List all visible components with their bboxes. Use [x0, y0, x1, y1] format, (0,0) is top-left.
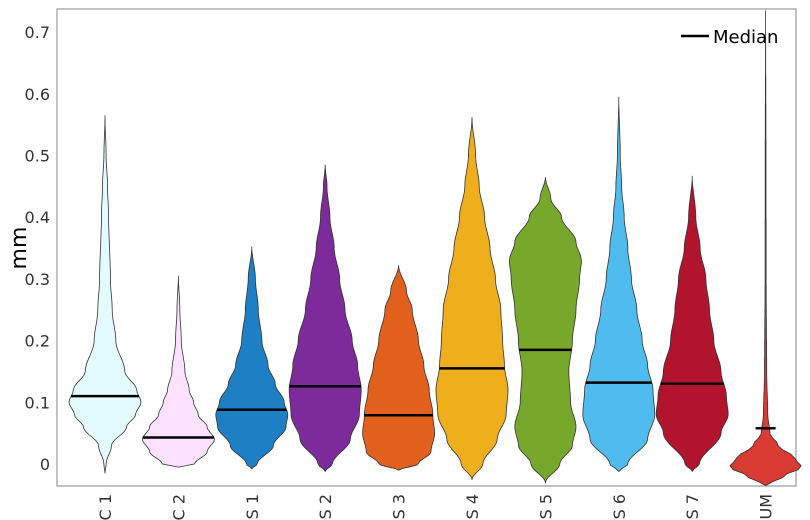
y-axis-title: mm: [7, 227, 32, 270]
x-tick-label: S 1: [243, 494, 262, 519]
y-tick-label: 0.5: [25, 147, 50, 166]
violin-um: [729, 10, 802, 487]
violin-s1: [215, 246, 289, 470]
x-tick-label: C 1: [96, 494, 115, 520]
y-tick-label: 0.1: [25, 393, 50, 412]
x-tick-label: S 3: [390, 494, 409, 519]
y-tick-label: 0.3: [25, 270, 50, 289]
y-tick-label: 0: [40, 455, 50, 474]
violin-c1: [68, 115, 142, 474]
violin-s5: [508, 177, 582, 484]
x-tick-label: UM: [757, 494, 776, 520]
y-tick-label: 0.6: [25, 85, 50, 104]
violin-s2: [288, 164, 362, 473]
violin-layer: [68, 10, 802, 487]
x-tick-label: S 2: [316, 494, 335, 519]
y-tick-label: 0.4: [25, 208, 50, 227]
violin-s3: [362, 265, 435, 471]
violin-s6: [582, 96, 656, 472]
x-tick-label: S 4: [463, 494, 482, 519]
median-layer: [71, 348, 776, 439]
x-axis-ticks: C 1 C 2 S 1 S 2 S 3 S 4 S 5 S 6 S 7 UM: [96, 494, 776, 520]
violin-c2: [142, 275, 215, 468]
violin-s4: [435, 117, 509, 481]
legend-median-label: Median: [713, 27, 778, 48]
y-tick-label: 0.2: [25, 332, 50, 351]
legend: Median: [681, 27, 778, 48]
x-tick-label: S 6: [610, 494, 629, 519]
x-tick-label: S 5: [536, 494, 555, 519]
x-tick-label: S 7: [683, 494, 702, 519]
x-tick-label: C 2: [169, 494, 188, 520]
plot-frame: [56, 8, 797, 487]
y-tick-label: 0.7: [25, 23, 50, 42]
violin-s7: [655, 175, 729, 473]
y-axis-ticks: 0 0.1 0.2 0.3 0.4 0.5 0.6 0.7: [25, 23, 50, 474]
